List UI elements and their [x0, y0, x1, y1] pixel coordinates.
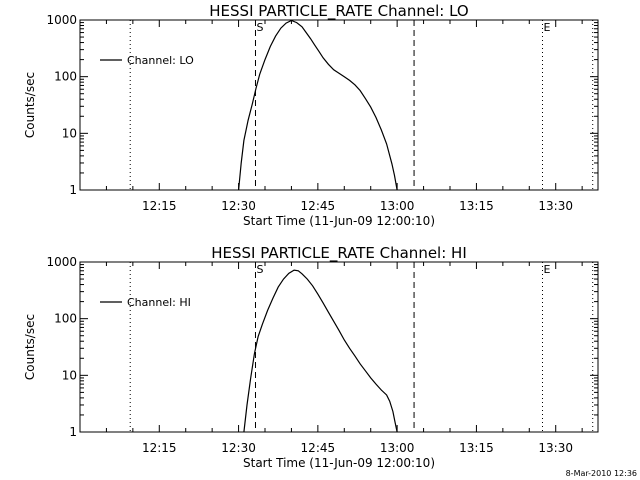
- panel1-x-tick-label: 12:45: [301, 199, 336, 213]
- panel2-y-tick-label: 1: [69, 425, 77, 439]
- panel2-x-tick-label: 12:45: [301, 441, 336, 455]
- panel1-title: HESSI PARTICLE_RATE Channel: LO: [209, 2, 468, 21]
- panel2-x-tick-label: 13:30: [538, 441, 573, 455]
- panel1-y-tick-label: 10: [62, 126, 77, 140]
- panel2-y-tick-label: 1000: [46, 255, 77, 269]
- panel2-y-tick-label: 10: [62, 368, 77, 382]
- panel1-x-tick-label: 12:15: [142, 199, 177, 213]
- panel2-marker-label: S: [256, 263, 263, 276]
- panel2-series-line: [243, 269, 398, 433]
- panel1-y-axis-label: Counts/sec: [23, 72, 37, 138]
- panel1-legend-label: Channel: LO: [127, 54, 194, 67]
- panel1-y-tick-label: 1000: [46, 13, 77, 27]
- panel1-marker-label: S: [256, 21, 263, 34]
- panel2-x-tick-label: 13:15: [459, 441, 494, 455]
- panel1-y-tick-label: 1: [69, 183, 77, 197]
- panel2-group: HESSI PARTICLE_RATE Channel: HI Counts/se…: [23, 244, 599, 470]
- panel1-series-line: [238, 19, 398, 191]
- panel2-x-axis-label: Start Time (11-Jun-09 12:00:10): [243, 456, 435, 470]
- panel1-x-tick-label: 13:30: [538, 199, 573, 213]
- panel2-title: HESSI PARTICLE_RATE Channel: HI: [211, 244, 467, 263]
- panel1-x-tick-label: 13:00: [380, 199, 415, 213]
- panel2-frame: [79, 261, 599, 433]
- panel2-x-tick-label: 12:15: [142, 441, 177, 455]
- panel2-y-tick-label: 100: [54, 312, 77, 326]
- footer-timestamp: 8-Mar-2010 12:36: [566, 469, 637, 478]
- panel1-x-tick-label: 12:30: [221, 199, 256, 213]
- panel2-marker-label: E: [544, 263, 551, 276]
- panel2-x-tick-label: 12:30: [221, 441, 256, 455]
- panel1-y-tick-label: 100: [54, 70, 77, 84]
- panel2-legend-label: Channel: HI: [127, 296, 191, 309]
- panel1-x-axis-label: Start Time (11-Jun-09 12:00:10): [243, 214, 435, 228]
- panel1-frame: [79, 19, 599, 191]
- panel1-group: HESSI PARTICLE_RATE Channel: LO Counts/se…: [23, 2, 599, 228]
- panel2-y-axis-label: Counts/sec: [23, 314, 37, 380]
- panel1-marker-label: E: [544, 21, 551, 34]
- panel2-x-tick-label: 13:00: [380, 441, 415, 455]
- panel1-x-tick-label: 13:15: [459, 199, 494, 213]
